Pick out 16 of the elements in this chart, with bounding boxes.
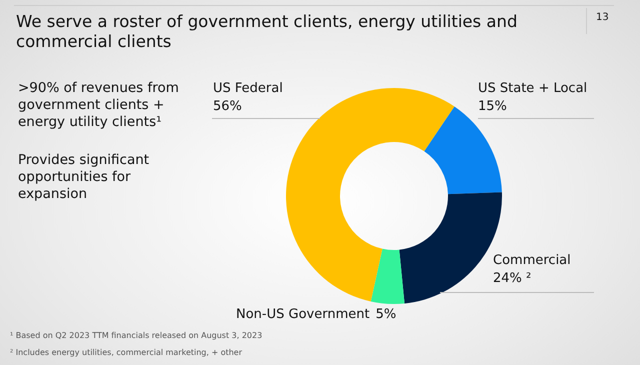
donut-slice: [370, 248, 405, 304]
text: ¹ Based on Q2 2023 TTM financials released on August 3, 2023: [10, 331, 264, 340]
slice-label: US State + Local: [478, 80, 588, 98]
slice-label: US Federal: [213, 80, 283, 98]
text: >90% of revenues from government clients + energy utility clients¹: [18, 80, 180, 131]
text: ² Includes energy utilities, commercial marketing, + other: [10, 348, 244, 357]
donut-slice: [286, 88, 454, 302]
text: 13: [596, 12, 610, 23]
data-label: 5%: [376, 306, 396, 324]
slice-label: Commercial: [493, 252, 571, 270]
data-label: 15%: [478, 98, 508, 116]
data-label: 24% ²: [493, 270, 532, 288]
slice-label: Non-US Government: [236, 306, 370, 324]
text: Provides significant opportunities for expansion: [18, 152, 150, 203]
data-label: 56%: [213, 98, 243, 116]
chart-title: We serve a roster of government clients, energy utilities and commercial clients: [16, 12, 518, 52]
